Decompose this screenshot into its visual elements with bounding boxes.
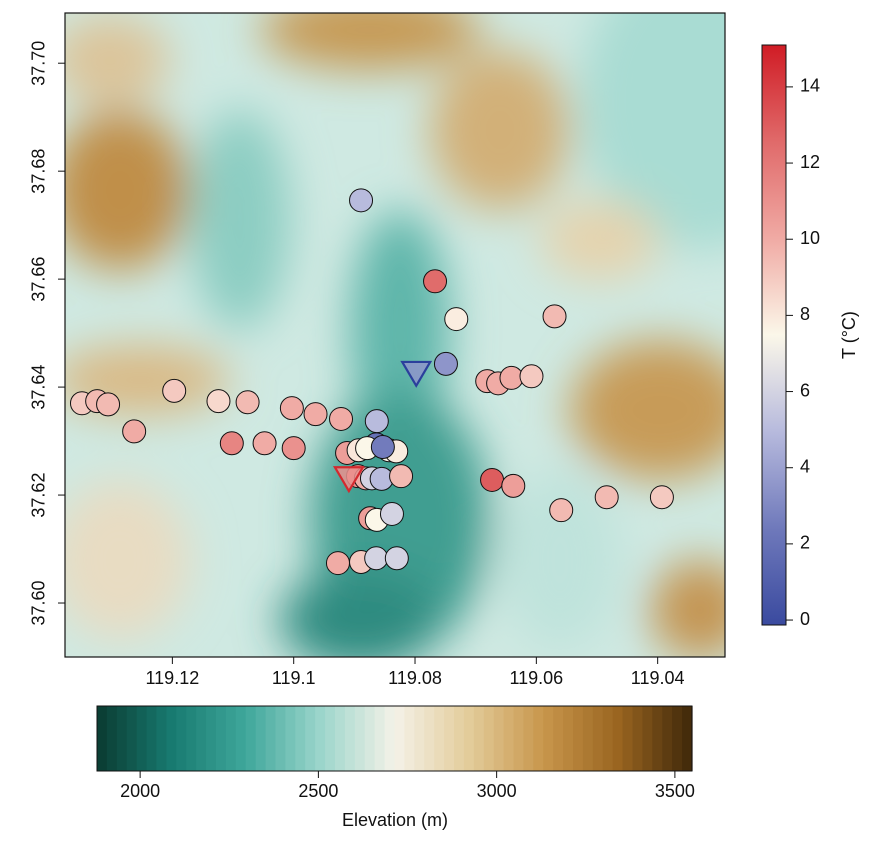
station-point <box>162 378 187 403</box>
y-tick-label: 37.60 <box>29 580 49 625</box>
station-point <box>349 188 374 213</box>
station-point <box>423 269 448 294</box>
colorbar-tick-label: 14 <box>800 76 820 96</box>
colorbar-label: T (°C) <box>839 311 859 359</box>
station-point <box>542 304 567 329</box>
station-point <box>379 501 404 526</box>
station-point <box>235 390 260 415</box>
colorbar-tick-label: 10 <box>800 228 820 248</box>
colorbar-tick-label: 2 <box>800 533 810 553</box>
station-triangle <box>332 466 365 494</box>
y-tick-label: 37.62 <box>29 473 49 518</box>
elevation-colorbar <box>96 705 693 772</box>
x-tick-label: 119.06 <box>509 668 563 688</box>
station-point <box>501 473 526 498</box>
station-point <box>96 392 121 417</box>
station-point <box>206 389 231 414</box>
station-point <box>281 436 306 461</box>
elevation-tick-label: 3000 <box>477 781 517 801</box>
elevation-tick-label: 2000 <box>120 781 160 801</box>
station-point <box>303 402 328 427</box>
colorbar-tick-label: 12 <box>800 152 820 172</box>
colorbar-tick-label: 4 <box>800 456 810 476</box>
station-point <box>499 365 524 390</box>
colorbar-tick-label: 8 <box>800 304 810 324</box>
station-point <box>649 485 674 510</box>
y-tick-label: 37.66 <box>29 257 49 302</box>
y-tick-label: 37.70 <box>29 41 49 86</box>
station-point <box>325 551 350 576</box>
station-triangle <box>400 360 433 388</box>
station-point <box>329 406 354 431</box>
x-tick-label: 119.12 <box>146 668 200 688</box>
station-point <box>279 396 304 421</box>
y-tick-label: 37.68 <box>29 149 49 194</box>
x-tick-label: 119.08 <box>388 668 442 688</box>
station-point <box>364 546 389 571</box>
station-point <box>252 431 277 456</box>
station-point <box>444 307 469 332</box>
station-point <box>519 364 544 389</box>
station-point <box>549 498 574 523</box>
station-point <box>594 485 619 510</box>
station-point <box>433 351 458 376</box>
station-point <box>384 546 409 571</box>
colorbar-tick-label: 0 <box>800 609 810 629</box>
station-point <box>364 409 389 434</box>
station-point <box>219 431 244 456</box>
plot-frame <box>64 12 726 658</box>
station-point <box>370 435 395 460</box>
terrain <box>65 13 725 657</box>
y-tick-label: 37.64 <box>29 365 49 410</box>
station-point <box>389 464 414 489</box>
elevation-tick-label: 3500 <box>655 781 695 801</box>
station-point <box>480 467 505 492</box>
colorbar-tick-label: 6 <box>800 380 810 400</box>
station-point <box>122 419 147 444</box>
elevation-label: Elevation (m) <box>342 810 448 830</box>
x-tick-label: 119.1 <box>272 668 316 688</box>
temperature-colorbar <box>761 44 787 626</box>
x-tick-label: 119.04 <box>631 668 685 688</box>
elevation-tick-label: 2500 <box>298 781 338 801</box>
